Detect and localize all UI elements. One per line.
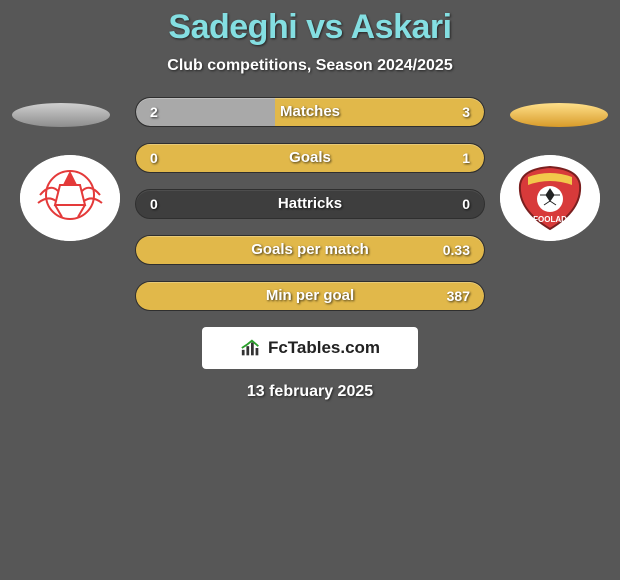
right-team-oval	[510, 103, 608, 127]
stat-right-value: 0.33	[443, 236, 470, 264]
comparison-card: Sadeghi vs Askari Club competitions, Sea…	[0, 0, 620, 401]
compare-area: FOOLAD 2 Matches 3 0 Goals 1 0	[0, 97, 620, 401]
bar-chart-icon	[240, 338, 262, 358]
right-crest-icon: FOOLAD	[500, 155, 600, 241]
subtitle: Club competitions, Season 2024/2025	[0, 57, 620, 75]
stat-right-value: 1	[462, 144, 470, 172]
left-team-oval	[12, 103, 110, 127]
stat-row-min-per-goal: Min per goal 387	[135, 281, 485, 311]
stat-row-goals: 0 Goals 1	[135, 143, 485, 173]
stat-label: Goals	[136, 144, 484, 172]
stat-row-hattricks: 0 Hattricks 0	[135, 189, 485, 219]
left-crest-icon	[20, 155, 120, 241]
right-crest-text: FOOLAD	[533, 215, 567, 224]
page-title: Sadeghi vs Askari	[0, 8, 620, 47]
stat-row-matches: 2 Matches 3	[135, 97, 485, 127]
right-team-crest: FOOLAD	[500, 155, 600, 241]
stat-row-goals-per-match: Goals per match 0.33	[135, 235, 485, 265]
stat-rows: 2 Matches 3 0 Goals 1 0 Hattricks 0	[135, 97, 485, 311]
left-team-crest	[20, 155, 120, 241]
stat-right-value: 387	[447, 282, 470, 310]
logo-text: FcTables.com	[268, 338, 380, 358]
stat-label: Min per goal	[136, 282, 484, 310]
stat-label: Goals per match	[136, 236, 484, 264]
stat-label: Matches	[136, 98, 484, 126]
fctables-logo[interactable]: FcTables.com	[202, 327, 418, 369]
date-label: 13 february 2025	[10, 383, 610, 401]
stat-right-value: 3	[462, 98, 470, 126]
stat-right-value: 0	[462, 190, 470, 218]
stat-label: Hattricks	[136, 190, 484, 218]
